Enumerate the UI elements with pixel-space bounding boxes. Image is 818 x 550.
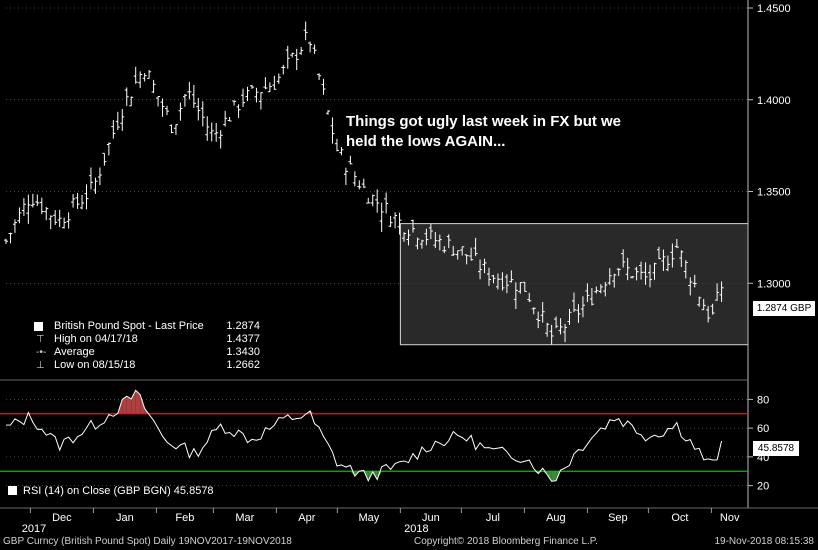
x-month-label: Sep bbox=[608, 512, 628, 524]
x-year-label: 2018 bbox=[404, 523, 428, 535]
rsi-legend-label: RSI (14) on Close (GBP BGN) 45.8578 bbox=[23, 485, 214, 497]
rsi-oversold-fill bbox=[551, 471, 557, 482]
legend-high-value: 1.4377 bbox=[226, 333, 260, 345]
x-month-label: Dec bbox=[52, 512, 72, 524]
rsi-tick-label: 80 bbox=[757, 394, 769, 406]
rsi-oversold-fill bbox=[542, 471, 548, 475]
average-marker-icon: -•- bbox=[36, 347, 47, 358]
x-year-label: 2017 bbox=[22, 523, 46, 535]
legend-row-low: ⊥ Low on 08/15/18 1.2662 bbox=[32, 359, 262, 372]
legend-average-label: Average bbox=[54, 346, 95, 358]
rsi-fills bbox=[23, 390, 561, 482]
price-bars bbox=[4, 21, 724, 345]
legend-title-value: 1.2874 bbox=[226, 320, 260, 332]
x-month-label: Mar bbox=[235, 512, 254, 524]
rsi-overbought-fill bbox=[135, 390, 141, 414]
price-legend: British Pound Spot - Last Price 1.2874 ⊤… bbox=[32, 320, 262, 372]
x-month-label: Oct bbox=[671, 512, 688, 524]
rsi-lines bbox=[0, 389, 748, 483]
x-month-label: Jul bbox=[486, 512, 500, 524]
legend-row-average: -•- Average 1.3430 bbox=[32, 346, 262, 359]
x-month-label: Aug bbox=[546, 512, 566, 524]
x-month-label: Jun bbox=[422, 512, 440, 524]
footer-copyright: Copyright© 2018 Bloomberg Finance L.P. bbox=[414, 536, 598, 547]
legend-low-value: 1.2662 bbox=[226, 359, 260, 371]
footer-timestamp: 19-Nov-2018 08:15:38 bbox=[714, 536, 814, 547]
price-tick-label: 1.4500 bbox=[757, 3, 791, 15]
legend-average-value: 1.3430 bbox=[226, 346, 260, 358]
low-marker-icon: ⊥ bbox=[36, 360, 45, 371]
rsi-last-value-tag: 45.8578 bbox=[753, 441, 799, 456]
chart-annotation: Things got ugly last week in FX but we h… bbox=[346, 113, 622, 150]
range-box bbox=[399, 223, 749, 346]
high-marker-icon: ⊤ bbox=[36, 334, 45, 345]
legend-row-high: ⊤ High on 04/17/18 1.4377 bbox=[32, 333, 262, 346]
legend-low-label: Low on 08/15/18 bbox=[54, 359, 136, 371]
rsi-overbought-fill bbox=[126, 396, 132, 414]
x-month-label: Nov bbox=[720, 512, 740, 524]
rsi-legend-swatch bbox=[8, 486, 17, 495]
rsi-line bbox=[5, 389, 723, 483]
price-axis: 1.4500 1.4000 1.3500 1.3000 bbox=[0, 0, 791, 508]
x-month-label: Feb bbox=[175, 512, 194, 524]
price-tick-label: 1.4000 bbox=[757, 95, 791, 107]
footer-bar: GBP Curncy (British Pound Spot) Daily 19… bbox=[0, 535, 818, 550]
price-tick-label: 1.3000 bbox=[757, 278, 791, 290]
footer-security: GBP Curncy (British Pound Spot) Daily 19… bbox=[3, 536, 292, 547]
last-price-tag: 1.2874 GBP bbox=[753, 301, 815, 316]
x-month-label: Jan bbox=[116, 512, 134, 524]
x-month-label: May bbox=[358, 512, 379, 524]
legend-title: British Pound Spot - Last Price bbox=[54, 320, 204, 332]
legend-high-label: High on 04/17/18 bbox=[54, 333, 138, 345]
rsi-tick-label: 20 bbox=[757, 481, 769, 493]
x-axis: Dec Jan Feb Mar Apr May Jun Jul Aug Sep Oct Nov 2017… bbox=[0, 507, 818, 535]
rsi-overbought-fill bbox=[122, 396, 127, 414]
legend-swatch bbox=[34, 322, 43, 331]
price-tick-label: 1.3500 bbox=[757, 187, 791, 199]
legend-row-last-price: British Pound Spot - Last Price 1.2874 bbox=[32, 320, 262, 333]
rsi-tick-label: 60 bbox=[757, 423, 769, 435]
x-month-label: Apr bbox=[298, 512, 315, 524]
rsi-legend: RSI (14) on Close (GBP BGN) 45.8578 bbox=[8, 485, 214, 497]
rsi-overbought-fill bbox=[131, 390, 136, 414]
